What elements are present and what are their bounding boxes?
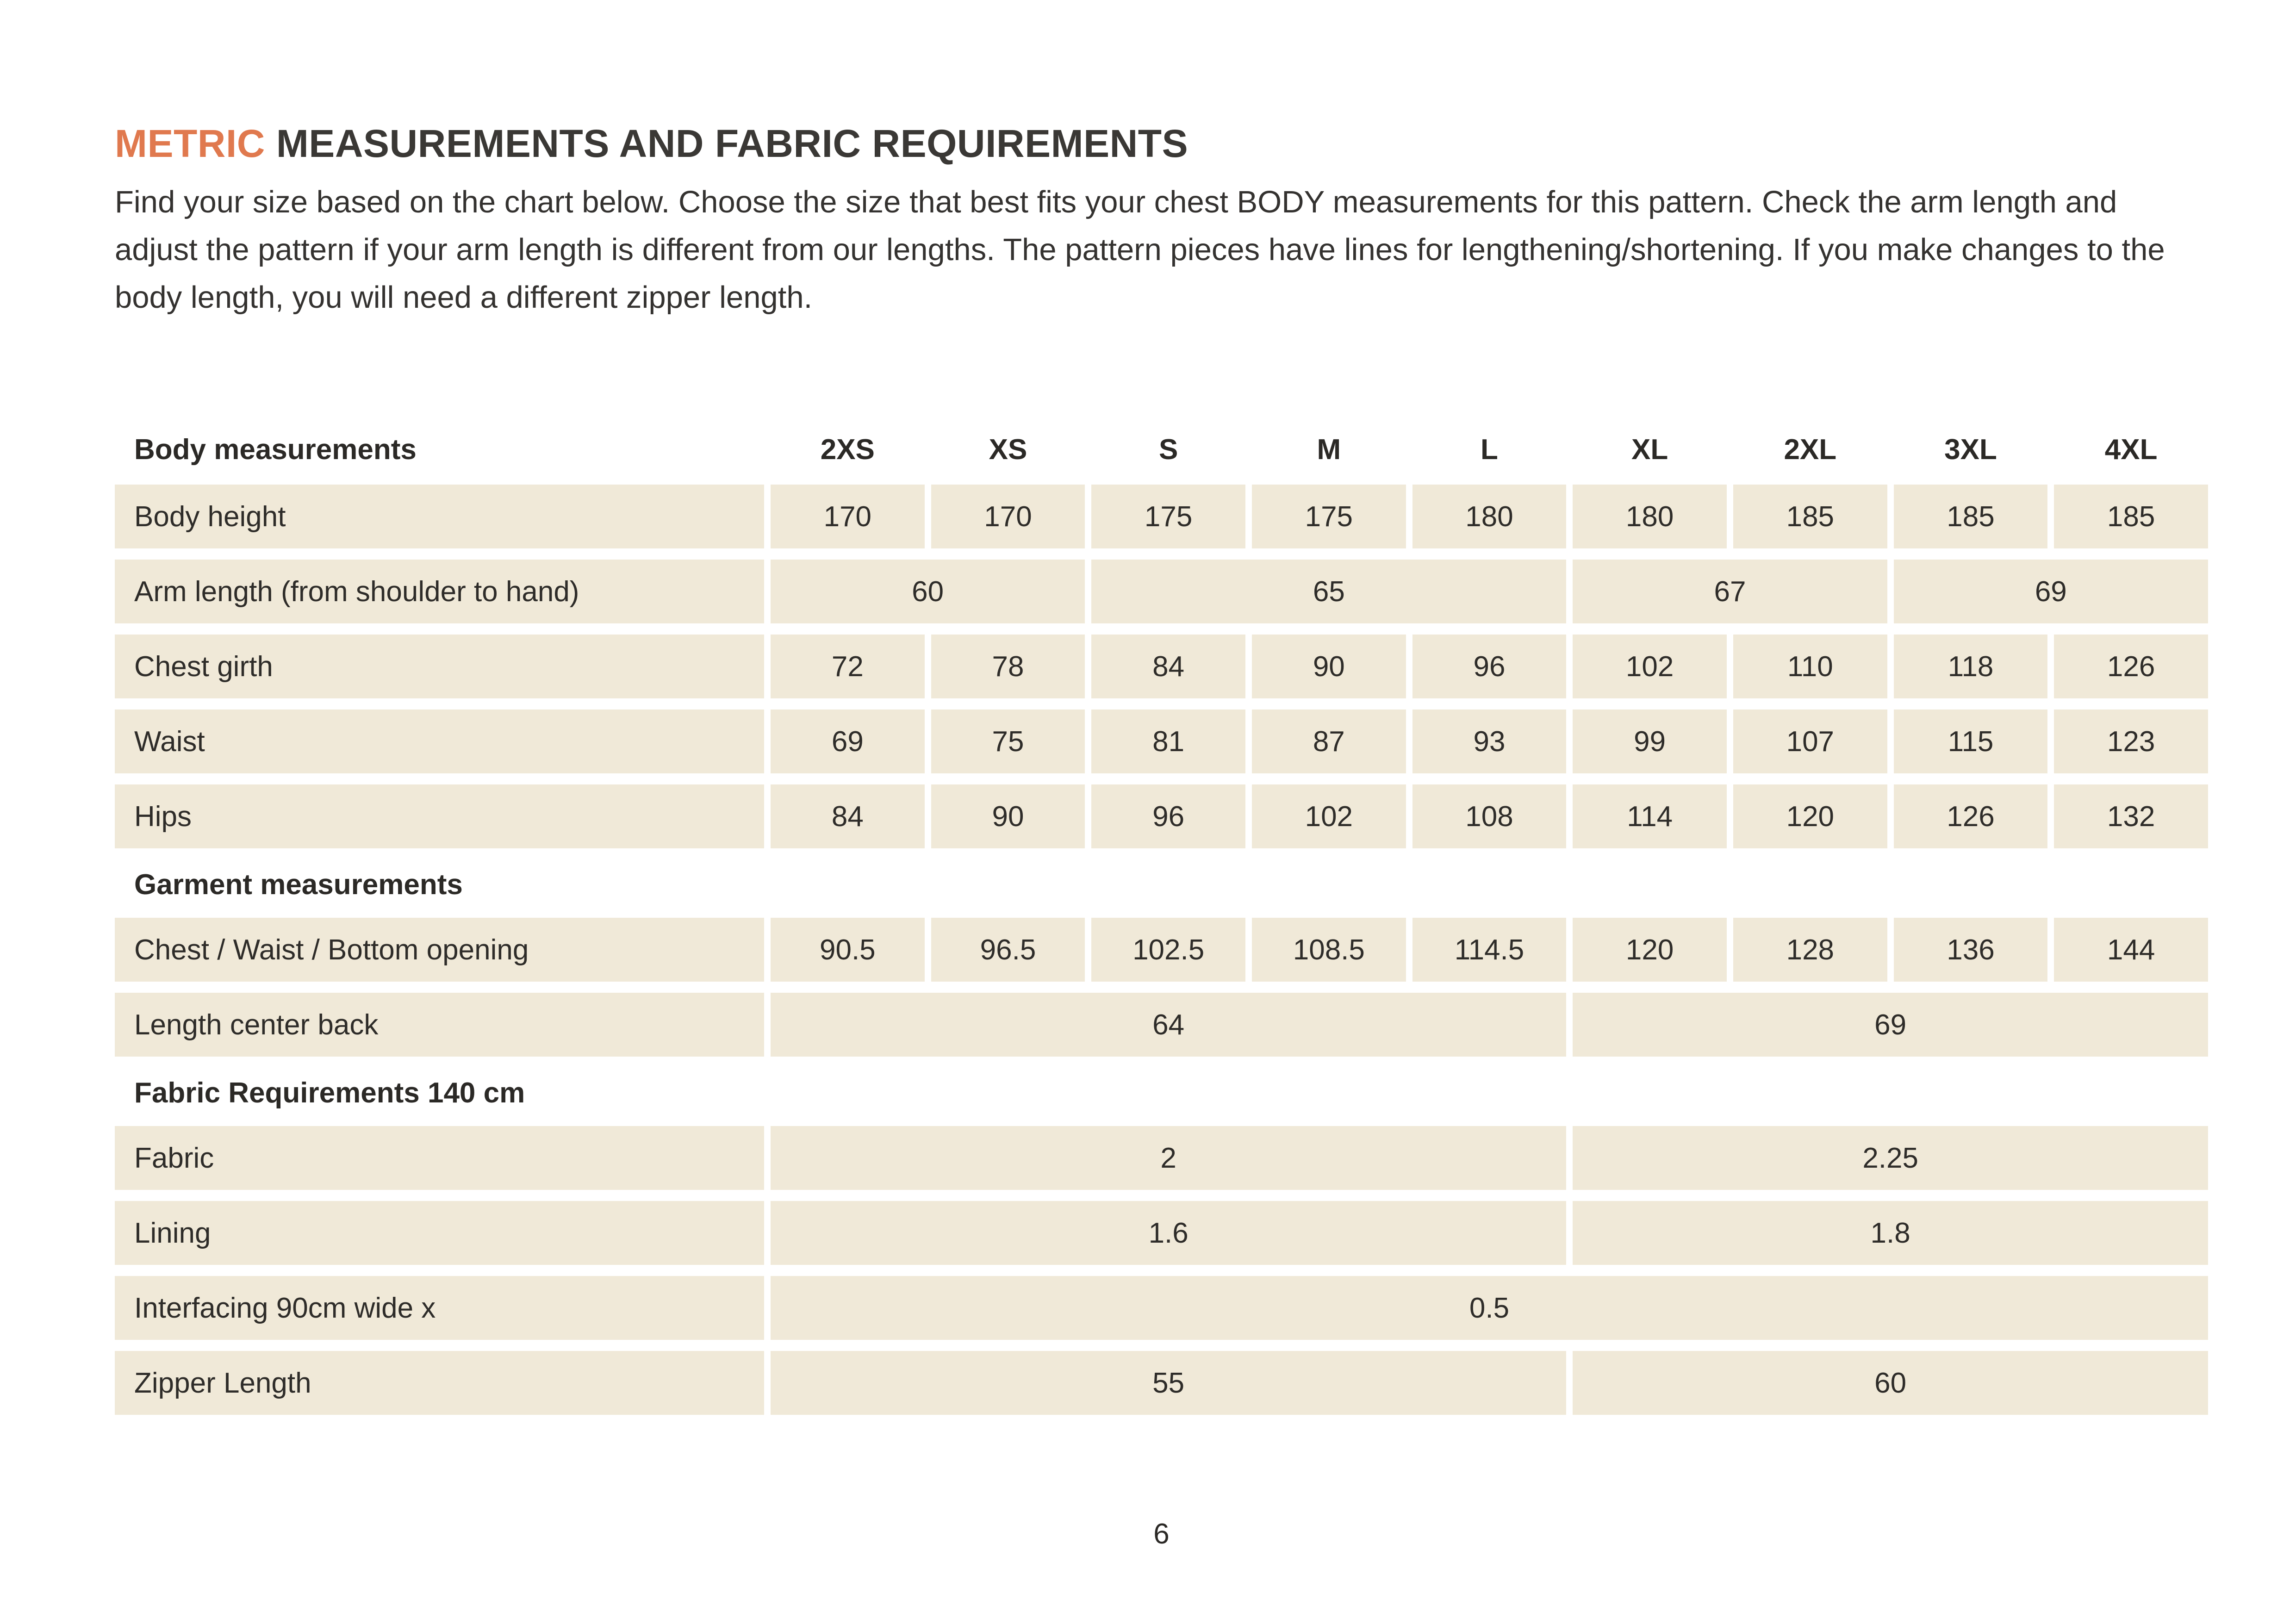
value-cell: 81 [1091,709,1245,773]
value-cell: 185 [1733,485,1887,548]
value-cell: 78 [931,635,1085,698]
value-cell: 170 [771,485,925,548]
value-cell: 1.6 [771,1201,1567,1265]
page-title-highlight: METRIC [115,122,265,165]
value-cell: 1.8 [1573,1201,2208,1265]
value-cell: 185 [2054,485,2208,548]
value-cell: 118 [1893,635,2048,698]
value-cell: 55 [771,1351,1567,1415]
size-column-header: 3XL [1944,433,1997,466]
row-label: Chest girth [115,635,764,698]
value-cell: 126 [1893,784,2048,848]
row-label: Waist [115,709,764,773]
value-cell: 90.5 [771,918,925,982]
value-cell: 90 [1251,635,1406,698]
value-cell: 120 [1573,918,1727,982]
value-cell: 2.25 [1573,1126,2208,1190]
row-label: Body height [115,485,764,548]
value-cell: 102 [1573,635,1727,698]
value-cell: 114 [1573,784,1727,848]
value-cell: 69 [771,709,925,773]
value-cell: 102 [1251,784,1406,848]
size-chart-table: Body measurements 2XS XS S M L XL 2XL 3XL 4XL Body… [115,425,2208,1415]
intro-paragraph: Find your size based on the chart below.… [115,185,2165,315]
value-cell: 0.5 [771,1276,2208,1340]
value-cell: 99 [1573,709,1727,773]
value-cell: 115 [1893,709,2048,773]
value-cell: 90 [931,784,1085,848]
value-cell: 60 [1573,1351,2208,1415]
row-label: Interfacing 90cm wide x [115,1276,764,1340]
value-cell: 114.5 [1412,918,1567,982]
value-cell: 110 [1733,635,1887,698]
value-cell: 123 [2054,709,2208,773]
value-cell: 84 [771,784,925,848]
column-header-label: Body measurements [134,433,417,466]
value-cell: 175 [1251,485,1406,548]
value-cell: 96 [1091,784,1245,848]
size-column-header: M [1317,433,1341,466]
size-column-header: 2XL [1784,433,1837,466]
value-cell: 69 [1893,560,2208,623]
section-header: Garment measurements [134,868,463,901]
size-column-header: 2XS [820,433,875,466]
row-label: Arm length (from shoulder to hand) [115,560,764,623]
row-label: Lining [115,1201,764,1265]
value-cell: 67 [1573,560,1887,623]
value-cell: 75 [931,709,1085,773]
value-cell: 144 [2054,918,2208,982]
value-cell: 132 [2054,784,2208,848]
value-cell: 72 [771,635,925,698]
page-title: METRIC MEASUREMENTS AND FABRIC REQUIREME… [115,121,2208,166]
value-cell: 108 [1412,784,1567,848]
value-cell: 185 [1893,485,2048,548]
row-label: Hips [115,784,764,848]
size-column-header: XS [989,433,1027,466]
value-cell: 69 [1573,993,2208,1057]
value-cell: 180 [1412,485,1567,548]
value-cell: 120 [1733,784,1887,848]
row-label: Length center back [115,993,764,1057]
value-cell: 96 [1412,635,1567,698]
page-title-rest: MEASUREMENTS AND FABRIC REQUIREMENTS [265,122,1188,165]
size-column-header: 4XL [2104,433,2158,466]
value-cell: 2 [771,1126,1567,1190]
row-label: Fabric [115,1126,764,1190]
value-cell: 102.5 [1091,918,1245,982]
value-cell: 128 [1733,918,1887,982]
value-cell: 126 [2054,635,2208,698]
value-cell: 96.5 [931,918,1085,982]
size-column-header: L [1481,433,1498,466]
value-cell: 180 [1573,485,1727,548]
value-cell: 108.5 [1251,918,1406,982]
size-column-header: XL [1631,433,1668,466]
section-header: Fabric Requirements 140 cm [134,1077,525,1109]
page-number: 6 [1153,1518,1170,1550]
value-cell: 64 [771,993,1567,1057]
value-cell: 60 [771,560,1085,623]
row-label: Chest / Waist / Bottom opening [115,918,764,982]
value-cell: 107 [1733,709,1887,773]
value-cell: 84 [1091,635,1245,698]
value-cell: 65 [1091,560,1567,623]
size-column-header: S [1158,433,1178,466]
row-label: Zipper Length [115,1351,764,1415]
value-cell: 93 [1412,709,1567,773]
value-cell: 175 [1091,485,1245,548]
value-cell: 87 [1251,709,1406,773]
value-cell: 170 [931,485,1085,548]
value-cell: 136 [1893,918,2048,982]
